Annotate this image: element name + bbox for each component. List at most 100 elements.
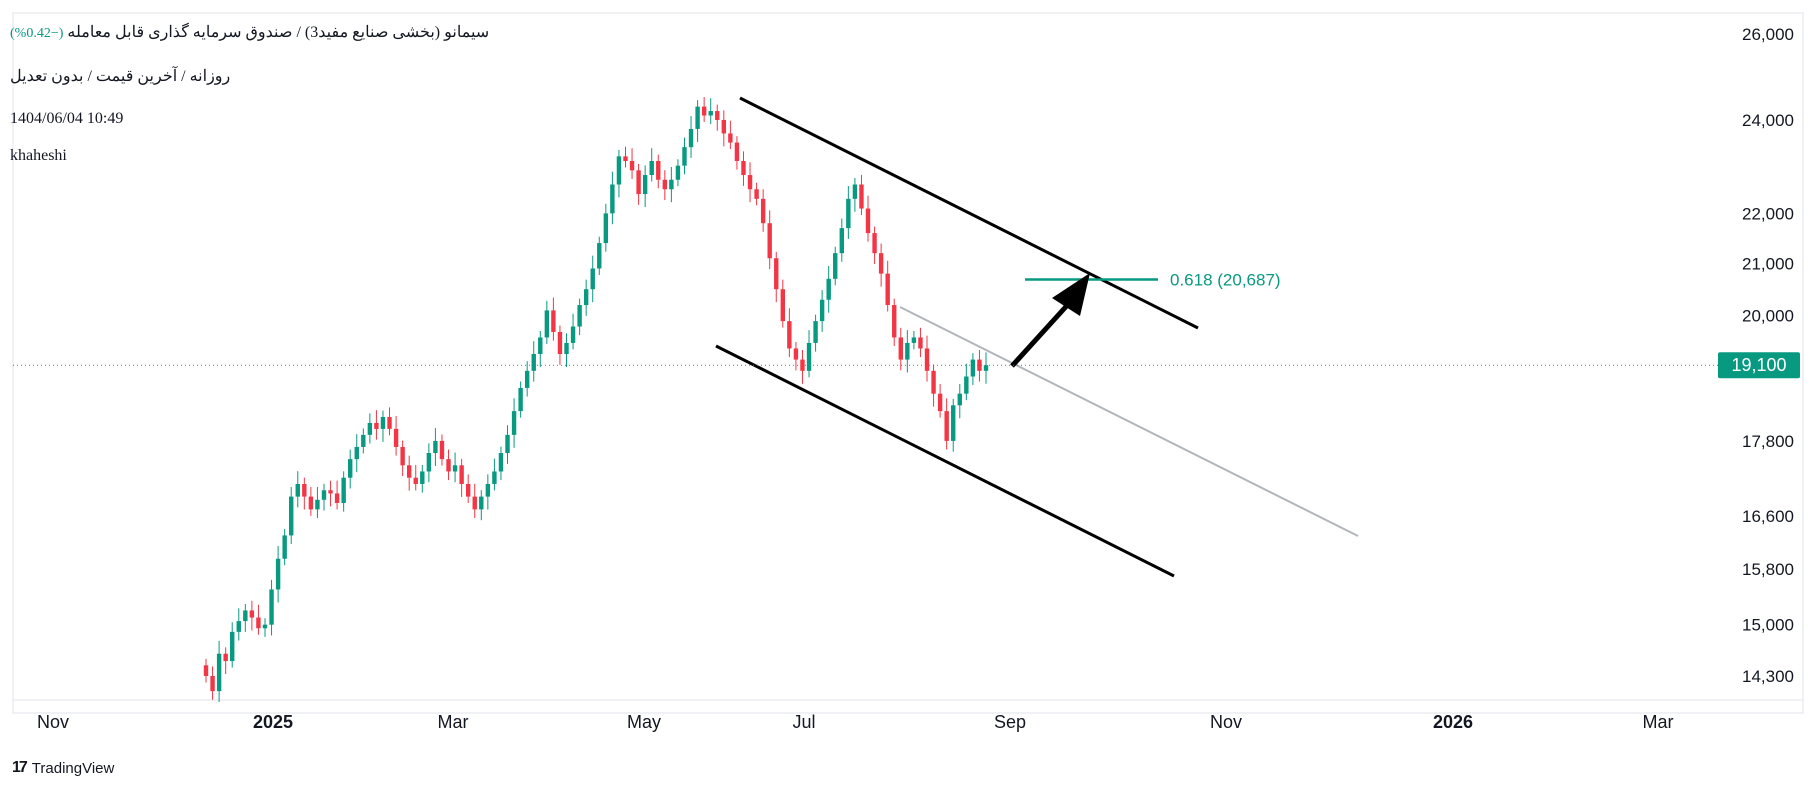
price-tick-label: 16,600: [1742, 507, 1794, 526]
candle: [544, 300, 550, 344]
time-tick-label: 2026: [1433, 712, 1473, 732]
candle: [361, 428, 366, 454]
time-tick-label: Nov: [37, 712, 69, 732]
candle: [669, 166, 674, 203]
price-change: (−0.42%): [10, 26, 64, 41]
candle: [964, 363, 969, 401]
candle: [878, 243, 884, 287]
candle: [911, 331, 917, 350]
candle: [557, 325, 563, 365]
candle: [846, 186, 851, 239]
candle: [629, 148, 635, 179]
channel-upper-line[interactable]: [739, 96, 1199, 330]
candle: [800, 349, 805, 384]
candle: [682, 137, 687, 175]
price-tick-label: 15,000: [1742, 616, 1794, 635]
candle: [951, 398, 956, 452]
candle: [210, 666, 215, 700]
candle: [524, 361, 530, 397]
time-tick-label: May: [627, 712, 661, 732]
candles-layer: [203, 96, 989, 702]
price-tick-label: 26,000: [1742, 25, 1794, 44]
candle: [813, 314, 818, 352]
candle: [511, 398, 517, 448]
last-price-value: 19,100: [1731, 355, 1786, 375]
candle: [839, 218, 844, 262]
candle: [695, 100, 700, 142]
price-tick-label: 15,800: [1742, 560, 1794, 579]
author-name: khaheshi: [10, 147, 67, 164]
time-axis[interactable]: Nov 2025 Mar May Jul Sep Nov 2026 Mar: [37, 712, 1674, 732]
candle: [859, 174, 864, 215]
candle: [688, 116, 694, 158]
candle: [459, 458, 464, 497]
candle: [203, 658, 209, 683]
candle: [465, 474, 471, 504]
channel-lower-line[interactable]: [715, 344, 1175, 578]
candle: [623, 146, 628, 168]
candle: [341, 471, 346, 512]
candle: [439, 434, 445, 466]
candle: [754, 182, 759, 206]
candle: [898, 327, 903, 371]
candle: [413, 464, 418, 491]
candle: [656, 154, 661, 189]
footer-brand[interactable]: 17 TradingView: [12, 759, 114, 777]
candle: [826, 265, 831, 313]
time-tick-label: 2025: [253, 712, 293, 732]
candle: [747, 162, 753, 203]
interval-info: روزانه / آخرین قیمت / بدون تعدیل: [10, 68, 231, 85]
candle: [780, 279, 786, 328]
candle: [262, 618, 268, 637]
time-tick-label: Jul: [792, 712, 815, 732]
candle: [282, 529, 287, 566]
candle: [892, 298, 897, 347]
timestamp: 1404/06/04 10:49: [10, 110, 124, 127]
candle: [715, 104, 720, 131]
candle: [603, 203, 609, 252]
candle: [590, 255, 595, 303]
price-axis[interactable]: 26,000 24,000 22,000 21,000 20,000 17,800 16,6…: [1742, 25, 1794, 686]
candle: [649, 148, 654, 182]
last-price-badge: 19,100: [1718, 352, 1800, 379]
candle: [852, 178, 858, 212]
candle: [498, 446, 504, 481]
candle: [315, 486, 320, 519]
candle: [924, 335, 930, 382]
candle: [583, 279, 589, 316]
candle: [243, 604, 248, 632]
candle: [505, 425, 510, 464]
candle: [269, 579, 274, 636]
candle: [275, 545, 281, 603]
candle: [767, 210, 772, 270]
candle: [734, 136, 740, 170]
candle: [289, 486, 294, 545]
candle: [636, 163, 641, 205]
target-arrow-icon[interactable]: [1010, 273, 1090, 368]
candle: [367, 413, 373, 444]
candle: [918, 327, 923, 358]
candle: [518, 381, 523, 418]
candle: [642, 165, 648, 208]
brand-name: TradingView: [31, 759, 115, 777]
channel-mid-line[interactable]: [899, 306, 1359, 537]
candle: [328, 480, 333, 507]
candle: [223, 647, 228, 675]
candle: [321, 483, 327, 511]
candle: [865, 195, 871, 242]
candle: [675, 159, 681, 187]
candle: [374, 410, 379, 440]
candle: [944, 398, 949, 450]
candle: [570, 313, 576, 350]
candle: [230, 622, 235, 668]
candle: [348, 449, 353, 489]
candle: [452, 452, 458, 483]
candle: [701, 96, 707, 122]
candle: [236, 608, 241, 641]
candle: [354, 434, 359, 473]
candle: [472, 483, 477, 519]
candle: [708, 98, 713, 125]
candle: [485, 474, 491, 510]
candle: [551, 297, 556, 341]
